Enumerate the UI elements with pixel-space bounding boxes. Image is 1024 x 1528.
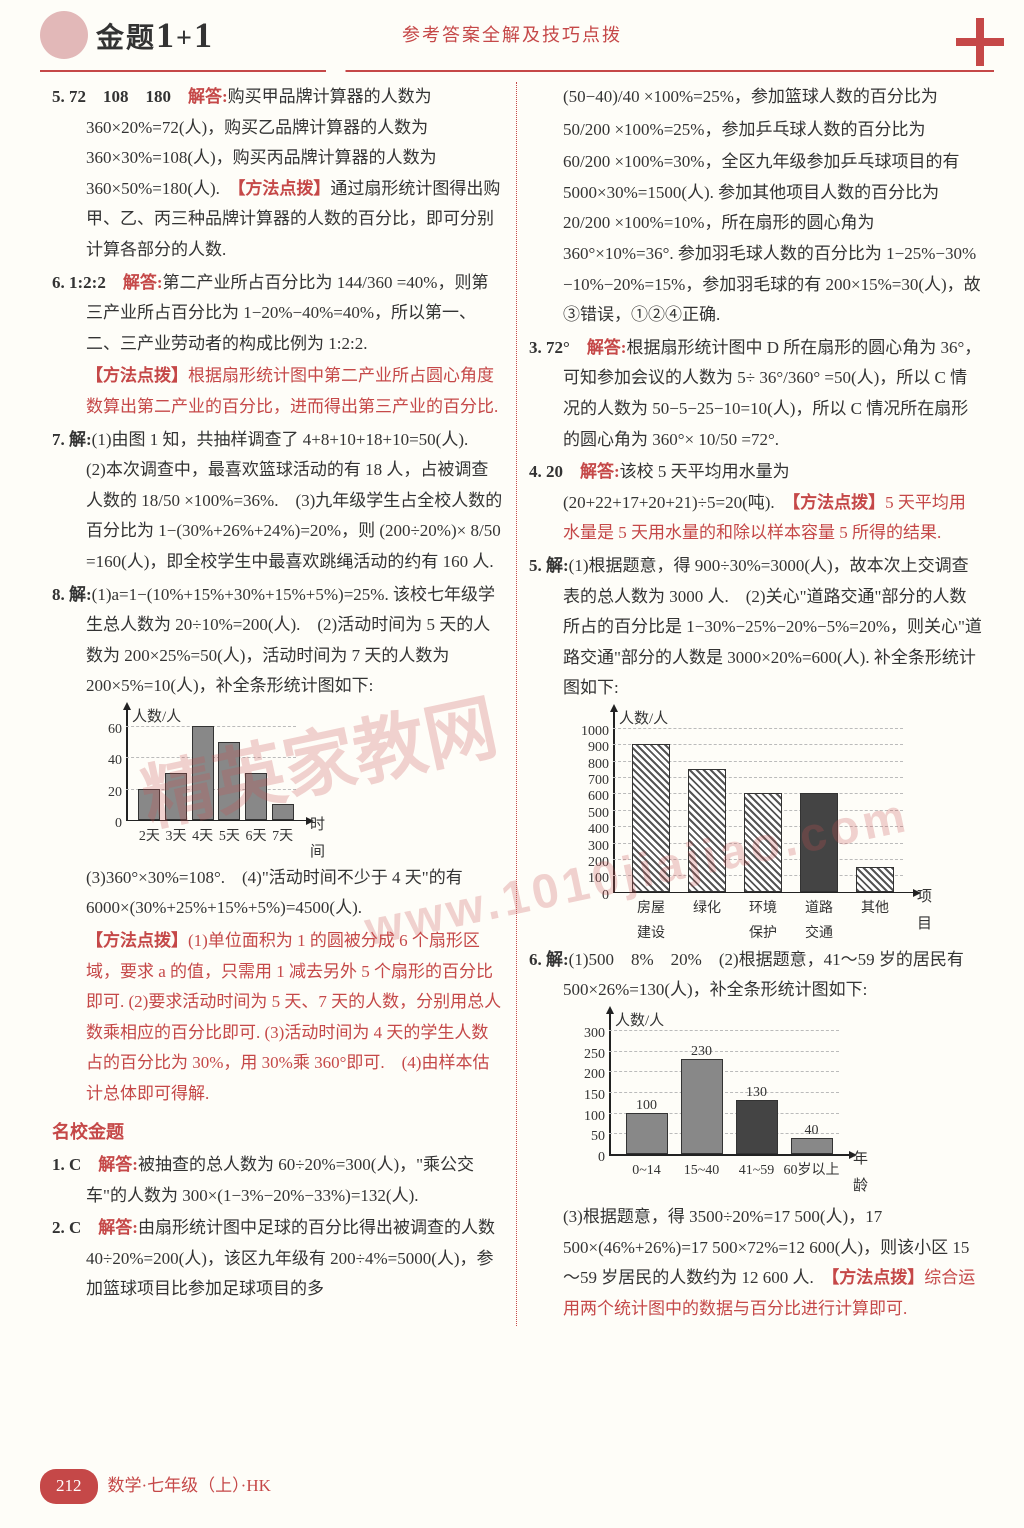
item-6: 6. 1:2:2 解答:第二产业所占百分比为 144/360 =40%，则第三产… xyxy=(52,268,504,360)
right-6-body2: (3)根据题意，得 3500÷20%=17 500(人)，17 500×(46%… xyxy=(529,1202,982,1324)
r3-number: 3. 72° xyxy=(529,338,587,357)
item-8-body2: (3)360°×30%=108°. (4)"活动时间不少于 4 天"的有 600… xyxy=(52,863,504,924)
right-5: 5. 解:(1)根据题意，得 900÷30%=3000(人)，故本次上交调查表的… xyxy=(529,551,982,704)
right-cont-c: 60/200 ×100%=30%，全区九年级参加乒乓球项目的有 5000×30%… xyxy=(529,147,982,331)
item-6-tip: 【方法点拨】根据扇形统计图中第二产业所占圆心角度数算出第二产业的百分比，进而得出… xyxy=(52,361,504,422)
chart-2: 人数/人项目01002003004005006007008009001000房屋… xyxy=(569,712,929,937)
q5-ans-label: 解答: xyxy=(188,87,228,106)
q6-ans-label: 解答: xyxy=(123,273,163,292)
brand-text: 金题1+1 xyxy=(96,3,214,68)
page-number: 212 xyxy=(40,1469,98,1504)
school-1: 1. C 解答:被抽查的总人数为 60÷20%=300(人)，"乘公交车"的人数… xyxy=(52,1150,504,1211)
r6-tip-label: 【方法点拨】 xyxy=(831,1268,925,1287)
q5-tip-label: 【方法点拨】 xyxy=(237,179,331,198)
s2-body: 由扇形统计图中足球的百分比得出被调查的人数 40÷20%=200(人)，该区九年… xyxy=(86,1218,495,1298)
right-cont-b: 50/200 ×100%=25%，参加乒乓球人数的百分比为 xyxy=(529,115,982,146)
brand-num1: 1 xyxy=(156,15,176,55)
s1-body: 被抽查的总人数为 60÷20%=300(人)，"乘公交车"的人数为 300×(1… xyxy=(86,1155,474,1205)
r6-number: 6. 解: xyxy=(529,950,569,969)
left-column: 5. 72 108 180 解答:购买甲品牌计算器的人数为 360×20%=72… xyxy=(40,82,517,1326)
header-subtitle: 参考答案全解及技巧点拨 xyxy=(402,19,622,51)
r3-body: 根据扇形统计图中 D 所在扇形的圆心角为 36°，可知参加会议的人数为 5÷ 3… xyxy=(563,338,981,449)
school-2: 2. C 解答:由扇形统计图中足球的百分比得出被调查的人数 40÷20%=200… xyxy=(52,1213,504,1305)
r4-number: 4. 20 xyxy=(529,462,580,481)
section-school: 名校金题 xyxy=(52,1116,504,1148)
right-cont-a: (50−40)/40 ×100%=25%，参加篮球人数的百分比为 xyxy=(529,82,982,113)
q8-number: 8. 解: xyxy=(52,585,92,604)
right-4: 4. 20 解答:该校 5 天平均用水量为 (20+22+17+20+21)÷5… xyxy=(529,457,982,549)
q7-number: 7. 解: xyxy=(52,430,92,449)
r5-number: 5. 解: xyxy=(529,556,569,575)
corner-mark-icon xyxy=(956,18,1004,66)
r3-ans-label: 解答: xyxy=(587,338,627,357)
chart-3: 人数/人年龄0501001502002503001000~1423015~401… xyxy=(569,1014,869,1194)
q8-tip-label: 【方法点拨】 xyxy=(86,931,188,950)
r4-ans-label: 解答: xyxy=(580,462,620,481)
r5-body1: (1)根据题意，得 900÷30%=3000(人)，故本次上交调查表的总人数为 … xyxy=(563,556,982,697)
s1-ans-label: 解答: xyxy=(98,1155,138,1174)
right-column: (50−40)/40 ×100%=25%，参加篮球人数的百分比为 50/200 … xyxy=(517,82,994,1326)
item-8: 8. 解:(1)a=1−(10%+15%+30%+15%+5%)=25%. 该校… xyxy=(52,580,504,702)
item-8-tip: 【方法点拨】(1)单位面积为 1 的圆被分成 6 个扇形区域，要求 a 的值，只… xyxy=(52,926,504,1110)
right-6: 6. 解:(1)500 8% 20% (2)根据题意，41～59 岁的居民有 5… xyxy=(529,945,982,1006)
s2-number: 2. C xyxy=(52,1218,98,1237)
right-3: 3. 72° 解答:根据扇形统计图中 D 所在扇形的圆心角为 36°，可知参加会… xyxy=(529,333,982,455)
r4-tip-label: 【方法点拨】 xyxy=(792,493,886,512)
q8-tip: (1)单位面积为 1 的圆被分成 6 个扇形区域，要求 a 的值，只需用 1 减… xyxy=(86,931,501,1103)
r6-body1: (1)500 8% 20% (2)根据题意，41～59 岁的居民有 500×26… xyxy=(563,950,964,1000)
logo-icon xyxy=(40,11,88,59)
q8-body1: (1)a=1−(10%+15%+30%+15%+5%)=25%. 该校七年级学生… xyxy=(86,585,495,696)
q7-body: (1)由图 1 知，共抽样调查了 4+8+10+18+10=50(人). (2)… xyxy=(86,430,502,571)
brand-prefix: 金题 xyxy=(96,23,156,54)
main-content: 5. 72 108 180 解答:购买甲品牌计算器的人数为 360×20%=72… xyxy=(0,82,1024,1326)
q5-number: 5. 72 108 180 xyxy=(52,87,188,106)
header-divider xyxy=(40,70,994,72)
item-5: 5. 72 108 180 解答:购买甲品牌计算器的人数为 360×20%=72… xyxy=(52,82,504,266)
s2-ans-label: 解答: xyxy=(98,1218,138,1237)
book-info: 数学·七年级（上）·HK xyxy=(108,1471,271,1502)
q6-number: 6. 1:2:2 xyxy=(52,273,123,292)
s1-number: 1. C xyxy=(52,1155,98,1174)
page-footer: 212 数学·七年级（上）·HK xyxy=(40,1469,271,1504)
brand-plus: + xyxy=(176,23,194,54)
brand-num2: 1 xyxy=(194,15,214,55)
page-header: 金题1+1 参考答案全解及技巧点拨 xyxy=(0,0,1024,70)
chart-1: 人数/人时间02040602天3天4天5天6天7天 xyxy=(92,710,312,855)
q6-tip-label: 【方法点拨】 xyxy=(86,366,188,385)
item-7: 7. 解:(1)由图 1 知，共抽样调查了 4+8+10+18+10=50(人)… xyxy=(52,425,504,578)
